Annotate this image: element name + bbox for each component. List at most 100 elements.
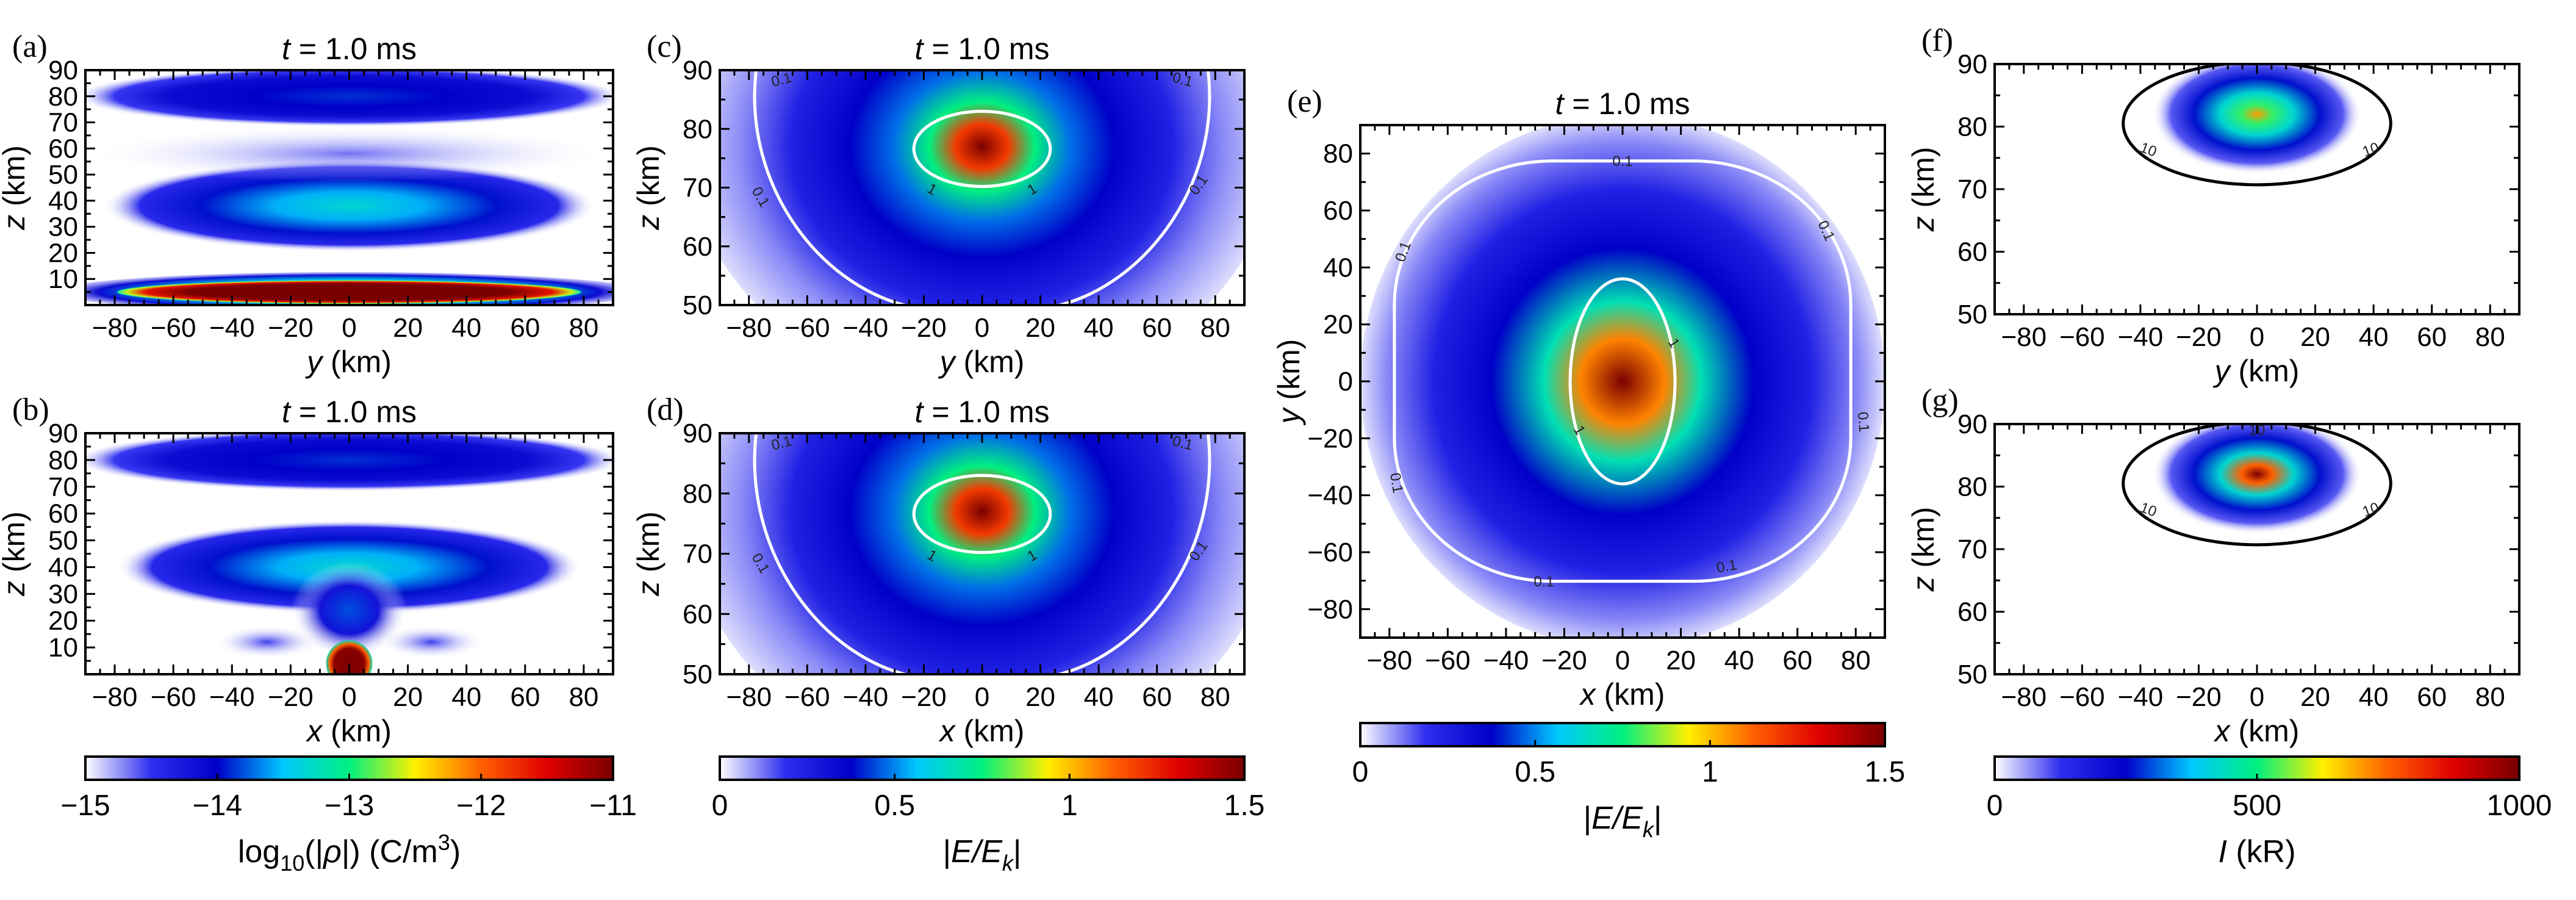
x-tick-label: 0 [342,313,356,343]
colorbar-gradient [1359,722,1886,747]
x-tick-label: 20 [393,313,423,343]
x-tick-label: 0 [975,682,989,712]
x-axis-label: x (km) [306,714,392,748]
density-column [291,561,407,658]
x-tick-label: −80 [2001,322,2047,352]
colorbar-tick-label: −11 [589,790,637,822]
x-tick-label: 40 [2359,322,2389,352]
x-tick-label: −60 [2059,322,2105,352]
x-tick-label: −60 [784,682,830,712]
colorbar-tick-label: 0.5 [1515,756,1555,788]
colorbar-tick-label: 500 [2233,790,2281,822]
y-tick-label: 80 [1323,139,1353,169]
colorbar-tick-label: 0 [712,790,728,822]
y-tick-label: 20 [1323,310,1353,340]
panel-label: (d) [647,392,684,427]
x-tick-label: 20 [1025,682,1055,712]
x-tick-label: −40 [209,313,255,343]
x-tick-label: −80 [1366,646,1412,675]
y-tick-label: 50 [1957,300,1987,329]
density-source [326,640,373,674]
x-tick-label: −20 [268,313,314,343]
x-tick-label: −40 [843,682,889,712]
x-tick-label: 20 [1025,313,1055,343]
x-tick-label: 40 [1724,646,1754,675]
contour-10 [2122,64,2392,187]
x-tick-label: −60 [151,682,196,712]
contour-1 [1568,277,1677,486]
y-tick-label: 10 [48,633,78,663]
x-tick-label: 60 [1782,646,1812,675]
plot-area-c: 1 10.1 0.10.1 0.1 [720,70,1244,305]
y-tick-label: 70 [48,472,78,502]
y-tick-label: 60 [683,599,712,629]
panel-title: t = 1.0 ms [282,32,417,66]
x-tick-label: −60 [784,313,830,343]
y-tick-label: 60 [48,499,78,529]
plot-area-e: 110.10.10.10.10.10.10.1 [1360,125,1885,638]
x-tick-label: 60 [1142,682,1172,712]
density-side-lobe [214,625,320,659]
panel-b: −80 −60 −40 −20 0 20 40 60 80102030405060708090x… [0,392,614,748]
density-ground-core [117,280,582,304]
x-tick-label: −60 [2059,682,2105,712]
x-tick-label: 40 [451,682,481,712]
x-tick-label: 0 [2250,322,2264,352]
plot-area-d: 1 10.1 0.10.1 0.1 [720,433,1244,674]
x-axis-label: y (km) [305,345,392,379]
contour-label: 0.1 [1854,411,1873,433]
x-tick-label: 60 [2417,682,2447,712]
colorbar-tick-label: 0 [1352,756,1369,788]
x-tick-label: 20 [393,682,423,712]
colorbar-tick-label: 0 [1987,790,2003,822]
x-tick-label: −20 [2176,682,2222,712]
y-tick-label: 30 [48,212,78,242]
x-tick-label: 40 [1084,313,1114,343]
density-upper-lobe [85,433,613,492]
x-tick-label: 80 [1841,646,1871,675]
y-tick-label: 60 [683,232,712,262]
x-tick-label: 60 [510,313,540,343]
panel-title: t = 1.0 ms [915,32,1050,66]
y-axis-label: z (km) [0,145,31,231]
y-tick-label: −80 [1307,594,1353,624]
panel-f: 10 10 −80 −60 −40 −20 0 20 40 60 80 50 60 70 80 90 y (km… [1906,23,2520,388]
x-tick-label: 0 [1615,646,1630,675]
intensity-blob [2152,64,2362,175]
contour-1 [912,473,1052,555]
x-tick-label: −40 [1484,646,1529,675]
y-tick-label: 80 [683,479,712,509]
y-tick-label: 90 [48,419,78,448]
x-tick-label: −80 [726,682,772,712]
y-tick-label: 30 [48,579,78,609]
panel-label: (g) [1921,383,1959,418]
x-tick-label: 80 [2475,322,2505,352]
x-tick-label: 80 [1200,682,1230,712]
y-tick-label: 50 [48,160,78,190]
x-tick-label: 0 [2250,682,2264,712]
x-tick-label: −40 [2118,682,2164,712]
panel-label: (b) [12,392,49,427]
x-tick-label: 0 [342,682,356,712]
y-tick-label: 80 [48,445,78,475]
plot-area-b [85,433,613,674]
y-tick-label: 80 [1957,112,1987,142]
x-tick-label: −80 [92,313,138,343]
x-tick-label: −40 [843,313,889,343]
density-side-lobe [378,625,484,659]
colorbar-label: log10(|ρ|) (C/m3) [238,830,461,876]
y-axis-label: z (km) [631,145,666,231]
colorbar-tick-label: 1.5 [1865,756,1906,788]
plot-area-f: 10 10 [1995,64,2519,314]
y-axis-label: z (km) [1906,147,1940,232]
x-tick-label: 0 [975,313,989,343]
x-tick-label: 40 [451,313,481,343]
contour-10 [2122,424,2392,547]
colorbar-label: |E/Ek| [1584,801,1662,842]
y-tick-label: 70 [683,539,712,569]
y-axis-label: z (km) [631,511,666,597]
y-axis-label: z (km) [0,511,31,597]
colorbar-cb-fg: 0 500 1000 I (kR) [1987,755,2552,869]
